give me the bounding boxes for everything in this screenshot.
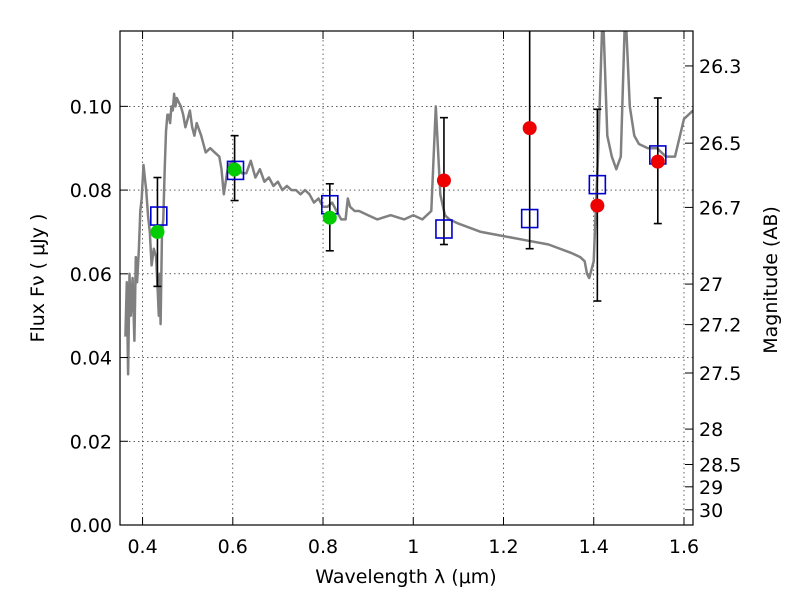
mag-tick-label: 28 xyxy=(699,419,723,441)
observed-point xyxy=(322,210,337,225)
observed-point xyxy=(650,154,665,169)
axes-ticks: 0.4 0.6 0.8 1 1.2 1.4 1.6 0.00 0.02 0.04 0.06 0.08 0… xyxy=(70,31,741,558)
y-tick-label: 0.04 xyxy=(70,348,112,370)
x-tick-label: 1.6 xyxy=(669,536,699,558)
mag-tick-label: 26.7 xyxy=(699,197,741,219)
observed-point xyxy=(150,224,165,239)
x-tick-label: 1.2 xyxy=(488,536,518,558)
observed-point xyxy=(436,173,451,188)
mag-tick-label: 27.2 xyxy=(699,315,741,337)
observed-point xyxy=(227,162,242,177)
mag-tick-label: 27.5 xyxy=(699,363,741,385)
data-layer xyxy=(124,31,693,376)
model-square xyxy=(520,208,539,229)
spectrum-line xyxy=(124,31,693,376)
y-tick-label: 0.06 xyxy=(70,264,112,286)
x-tick-label: 1.4 xyxy=(579,536,609,558)
y-tick-label: 0.00 xyxy=(70,515,112,537)
y-tick-label: 0.08 xyxy=(70,180,112,202)
observed-point xyxy=(590,198,605,213)
model-square xyxy=(588,174,607,195)
grid xyxy=(120,31,693,525)
model-square xyxy=(435,219,453,239)
mag-tick-label: 26.3 xyxy=(699,56,741,78)
mag-tick-label: 26.5 xyxy=(699,133,741,155)
model-square xyxy=(226,160,245,181)
observed-point xyxy=(522,121,537,136)
mag-tick-label: 29 xyxy=(699,477,723,499)
mag-tick-label: 30 xyxy=(699,500,723,522)
plot-frame xyxy=(119,30,694,526)
x-tick-label: 0.8 xyxy=(308,536,338,558)
model-square xyxy=(150,206,168,226)
mag-tick-label: 27 xyxy=(699,274,723,296)
marker-layer xyxy=(150,31,667,302)
y2-axis-label: Magnitude (AB) xyxy=(760,206,782,354)
x-tick-label: 0.4 xyxy=(127,536,157,558)
y-axis-label: Flux Fν ( μJy ) xyxy=(27,214,49,343)
x-tick-label: 1 xyxy=(407,536,419,558)
x-tick-label: 0.6 xyxy=(218,536,248,558)
x-axis-label: Wavelength λ (μm) xyxy=(315,566,496,588)
y-tick-label: 0.10 xyxy=(70,96,112,118)
mag-tick-label: 28.5 xyxy=(699,454,741,476)
y-tick-label: 0.02 xyxy=(70,431,112,453)
